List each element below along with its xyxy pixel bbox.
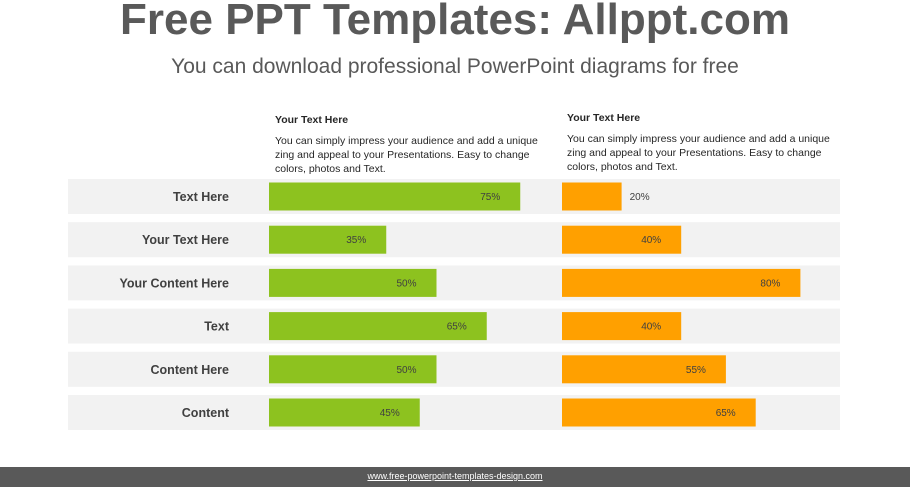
data-label: 75% — [480, 192, 500, 203]
text-box-left: Your Text Here You can simply impress yo… — [275, 113, 540, 176]
data-label: 50% — [396, 278, 416, 289]
data-label: 35% — [346, 235, 366, 246]
bar — [562, 355, 726, 384]
data-label: 40% — [641, 235, 661, 246]
text-box-heading: Your Text Here — [275, 114, 349, 126]
data-label: 40% — [641, 322, 661, 333]
data-label: 50% — [396, 365, 416, 376]
category-label: Your Text Here — [142, 233, 229, 247]
data-label: 65% — [716, 408, 736, 419]
category-label: Content — [182, 406, 230, 420]
data-label: 65% — [447, 322, 467, 333]
bar — [269, 225, 387, 254]
footer-link[interactable]: www.free-powerpoint-templates-design.com — [367, 471, 543, 481]
data-label: 80% — [760, 278, 780, 289]
bar — [269, 182, 521, 211]
bar — [269, 355, 437, 384]
bar — [562, 225, 682, 254]
bar — [562, 182, 622, 211]
page-subtitle: You can download professional PowerPoint… — [171, 55, 739, 78]
data-label: 55% — [686, 365, 706, 376]
data-label: 20% — [630, 192, 650, 203]
row-background — [68, 222, 840, 258]
text-box-body: You can simply impress your audience and… — [567, 133, 830, 173]
bar — [269, 268, 437, 297]
category-label: Text — [204, 320, 230, 334]
bar-chart: Text Here 75% 20% Your Text Here 35% 40% Your … — [68, 179, 840, 430]
bar — [269, 312, 487, 341]
category-label: Content Here — [151, 363, 230, 377]
page-title: Free PPT Templates: Allppt.com — [120, 0, 790, 44]
bar — [269, 398, 420, 427]
bar — [562, 268, 801, 297]
text-box-right: Your Text Here You can simply impress yo… — [567, 111, 832, 174]
footer-bar: www.free-powerpoint-templates-design.com — [0, 467, 910, 487]
bar — [562, 312, 682, 341]
category-label: Your Content Here — [120, 276, 230, 290]
category-label: Text Here — [173, 190, 229, 204]
text-box-heading: Your Text Here — [567, 112, 641, 124]
text-box-body: You can simply impress your audience and… — [275, 135, 538, 175]
data-label: 45% — [380, 408, 400, 419]
bar — [562, 398, 756, 427]
